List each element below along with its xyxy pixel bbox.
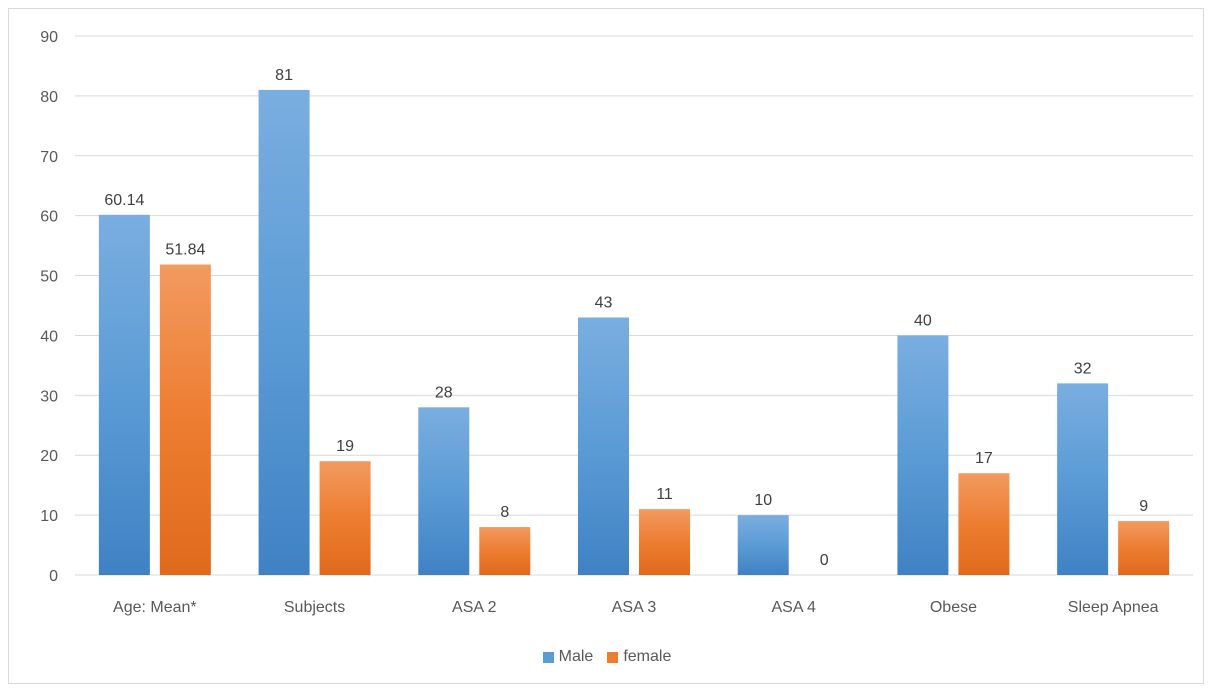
y-tick-label: 90 bbox=[40, 29, 58, 46]
bar-male-1 bbox=[258, 89, 310, 576]
data-label-male-0: 60.14 bbox=[104, 192, 144, 209]
legend: Male female bbox=[0, 648, 1214, 666]
x-tick-label: Obese bbox=[930, 599, 977, 616]
data-label-female-4: 0 bbox=[820, 552, 829, 569]
x-tick-label: ASA 3 bbox=[612, 599, 657, 616]
data-label-male-1: 81 bbox=[275, 67, 293, 84]
bar-male-4 bbox=[737, 515, 789, 575]
y-axis-ticks: 0 10 20 30 40 50 60 70 80 90 bbox=[40, 29, 58, 585]
data-label-female-1: 19 bbox=[336, 438, 354, 455]
legend-item-female: female bbox=[607, 648, 671, 666]
y-tick-label: 0 bbox=[49, 568, 58, 585]
bars bbox=[98, 89, 1170, 576]
bar-male-5 bbox=[897, 335, 949, 575]
y-tick-label: 10 bbox=[40, 508, 58, 525]
data-label-female-6: 9 bbox=[1139, 498, 1148, 515]
bar-male-6 bbox=[1057, 383, 1109, 575]
y-tick-label: 80 bbox=[40, 89, 58, 106]
x-tick-label: ASA 4 bbox=[771, 599, 816, 616]
y-tick-label: 70 bbox=[40, 149, 58, 166]
bar-female-2 bbox=[479, 527, 531, 575]
y-tick-label: 20 bbox=[40, 448, 58, 465]
bar-female-6 bbox=[1118, 521, 1170, 575]
legend-swatch-female bbox=[607, 651, 619, 663]
bar-female-5 bbox=[958, 473, 1010, 575]
bar-male-3 bbox=[578, 317, 629, 575]
data-labels: 60.14 51.84 81 19 28 8 43 11 10 0 40 17 32 9 bbox=[104, 67, 1148, 569]
data-label-female-2: 8 bbox=[500, 504, 509, 521]
y-tick-label: 30 bbox=[40, 388, 58, 405]
x-tick-label: Sleep Apnea bbox=[1068, 599, 1159, 616]
data-label-male-6: 32 bbox=[1074, 360, 1092, 377]
data-label-male-3: 43 bbox=[595, 294, 613, 311]
bar-female-0 bbox=[159, 264, 211, 575]
data-label-female-3: 11 bbox=[656, 486, 673, 503]
y-tick-label: 50 bbox=[40, 269, 58, 286]
data-label-male-2: 28 bbox=[435, 384, 453, 401]
gridlines bbox=[75, 35, 1193, 576]
y-tick-label: 60 bbox=[40, 209, 58, 226]
data-label-male-5: 40 bbox=[914, 312, 932, 329]
bar-male-2 bbox=[418, 407, 470, 575]
bar-female-3 bbox=[639, 509, 690, 575]
x-axis-ticks: Age: Mean* Subjects ASA 2 ASA 3 ASA 4 Obese Sl… bbox=[113, 599, 1159, 616]
legend-label-male: Male bbox=[558, 648, 594, 665]
data-label-male-4: 10 bbox=[754, 492, 772, 509]
legend-swatch-male bbox=[542, 651, 554, 663]
bar-female-1 bbox=[319, 461, 371, 575]
bar-male-0 bbox=[98, 214, 150, 575]
data-label-female-0: 51.84 bbox=[165, 242, 205, 259]
x-tick-label: Subjects bbox=[284, 599, 345, 616]
x-tick-label: ASA 2 bbox=[452, 599, 497, 616]
data-label-female-5: 17 bbox=[975, 450, 993, 467]
x-tick-label: Age: Mean* bbox=[113, 599, 197, 616]
legend-item-male: Male bbox=[542, 648, 594, 666]
legend-label-female: female bbox=[623, 648, 672, 665]
y-tick-label: 40 bbox=[40, 328, 58, 345]
